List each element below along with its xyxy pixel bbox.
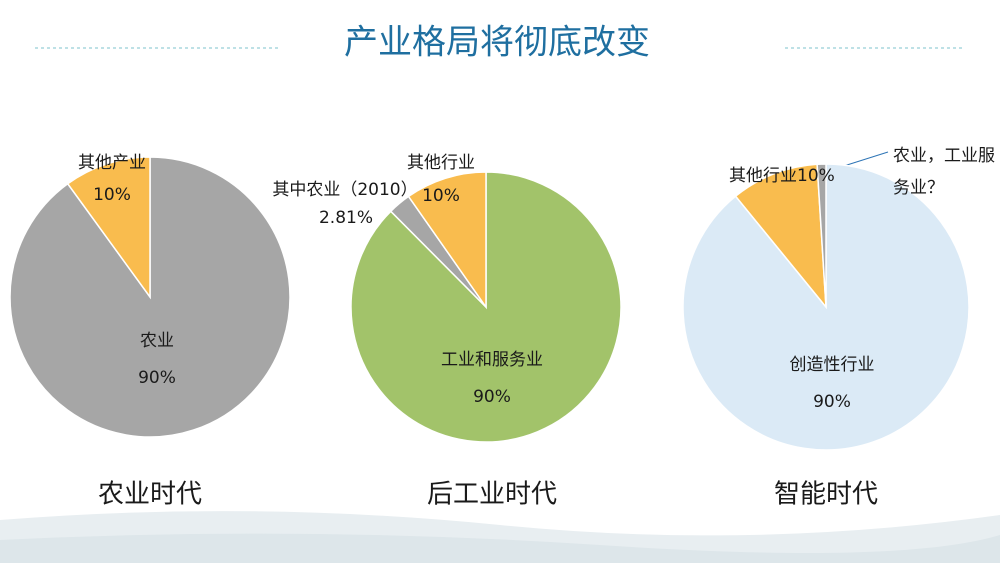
slice-label: 其他行业 [729,166,797,186]
pie-slice [734,163,827,310]
slice-label: 农业，工业服务业？ [893,146,995,198]
value-label: 90% [138,368,176,388]
slice-label: 其中农业（2010） [272,180,417,200]
pie-slice [816,163,827,308]
slice-label: 农业 [140,331,174,351]
value-label: 10% [422,186,460,206]
pie-slice [66,156,151,300]
chart-caption: 农业时代 [98,480,202,510]
value-label: 10% [797,166,835,186]
slice-label: 其他行业 [407,153,475,173]
slice-label: 工业和服务业 [441,350,543,370]
slice-label: 创造性行业 [790,355,875,375]
bottom-band [0,533,1000,563]
pie-slice [407,171,487,310]
value-label: 90% [473,387,511,407]
slide-title: 产业格局将彻底改变 [344,23,650,63]
chart-caption: 智能时代 [774,480,878,510]
slice-label: 其他产业 [78,153,146,173]
pie-slice [682,163,970,451]
value-label: 2.81% [319,208,373,228]
value-label: 10% [93,185,131,205]
chart-caption: 后工业时代 [427,480,557,510]
value-label: 90% [813,392,851,412]
